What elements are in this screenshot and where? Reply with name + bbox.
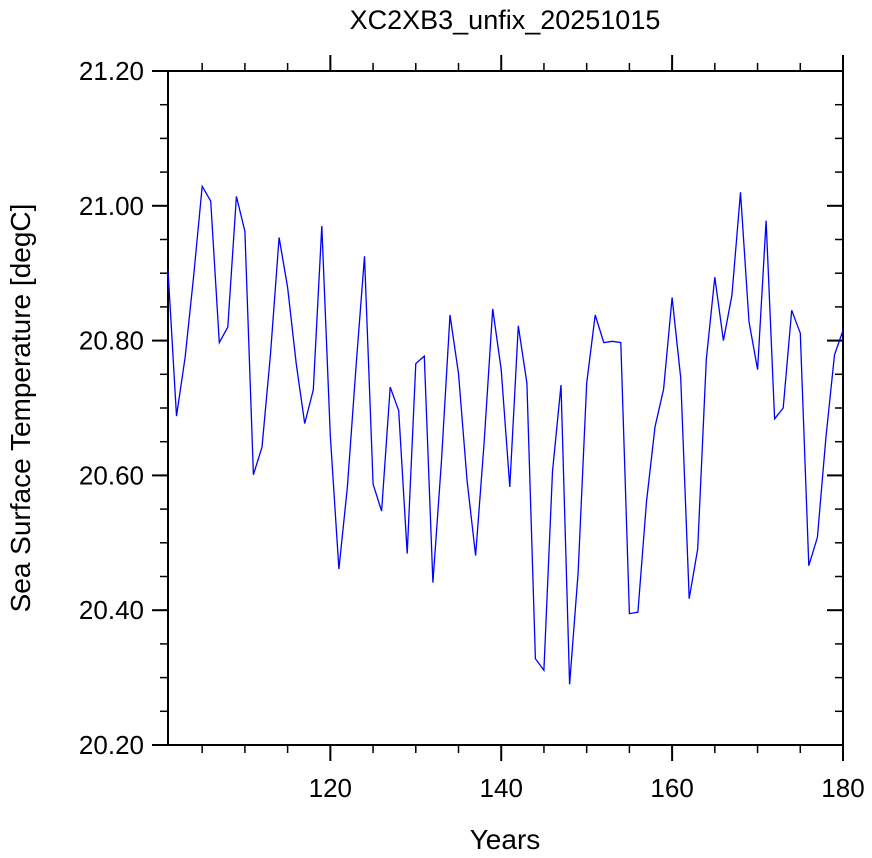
y-tick-label: 21.00 xyxy=(79,191,144,221)
y-tick-label: 20.80 xyxy=(79,326,144,356)
series-line xyxy=(167,184,844,685)
y-axis-label: Sea Surface Temperature [degC] xyxy=(5,204,36,613)
y-tick-label: 20.60 xyxy=(79,460,144,490)
x-tick-label: 160 xyxy=(650,773,693,803)
chart-title: XC2XB3_unfix_20251015 xyxy=(350,5,661,35)
y-tick-label: 21.20 xyxy=(79,56,144,86)
plot-area: 20.20 20.40 20.60 20.80 21.00 21.20 120 140 160 1… xyxy=(79,55,865,803)
y-tick-label: 20.40 xyxy=(79,595,144,625)
plot-frame xyxy=(167,70,844,746)
x-tick-label: 120 xyxy=(309,773,352,803)
x-tick-label: 140 xyxy=(480,773,523,803)
x-axis-label: Years xyxy=(470,824,541,855)
x-tick-label: 180 xyxy=(821,773,864,803)
y-tick-label: 20.20 xyxy=(79,730,144,760)
